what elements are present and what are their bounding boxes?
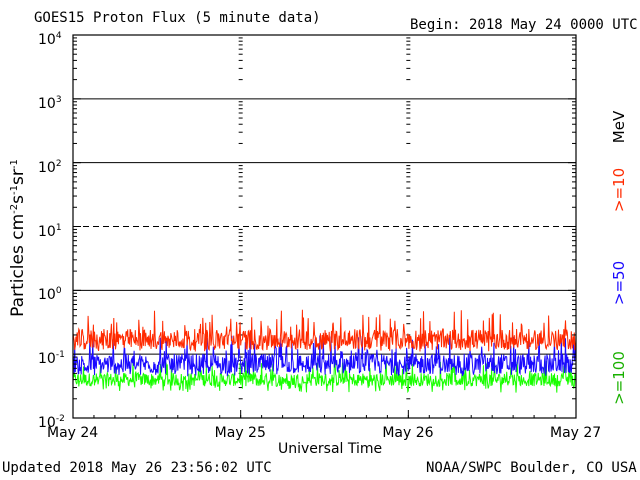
y-tick-label: 10-2 [38,414,65,431]
legend-ge10: >=10 [610,167,628,213]
gridlines [73,37,576,400]
y-tick-label: 102 [38,158,62,176]
y-axis-label: Particles cm-2s-1sr-1 [8,159,28,317]
series-line-ge50 [72,335,577,377]
legend-ge50: >=50 [610,260,628,306]
source-credit: NOAA/SWPC Boulder, CO USA [426,460,637,476]
begin-time: Begin: 2018 May 24 0000 UTC [410,17,638,33]
data-series [72,309,577,394]
y-tick-label: 103 [38,94,62,112]
x-tick-label: May 25 [214,425,266,441]
y-tick-label: 100 [38,286,62,304]
energy-unit-label: MeV [610,110,628,144]
y-tick-label: 10-1 [38,350,65,368]
x-tick-label: May 27 [550,425,602,441]
legend-ge100: >=100 [610,351,628,405]
series-line-ge100 [72,360,577,394]
x-tick-label: May 26 [382,425,434,441]
x-tick-label: May 24 [47,425,99,441]
updated-timestamp: Updated 2018 May 26 23:56:02 UTC [2,460,272,476]
plot-frame [72,34,577,419]
chart-title: GOES15 Proton Flux (5 minute data) [34,10,321,26]
axis-ticks [72,37,577,419]
series-line-ge10 [72,309,577,352]
y-tick-label: 104 [38,31,62,48]
y-tick-label: 101 [38,222,62,240]
x-axis-label: Universal Time [278,441,383,457]
